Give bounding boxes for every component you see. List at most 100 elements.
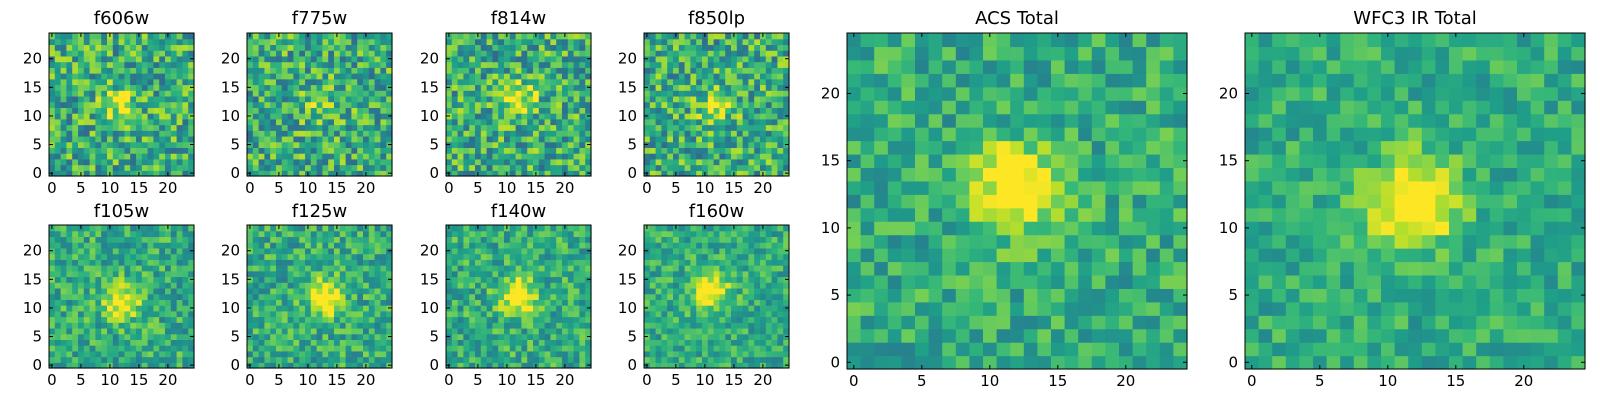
- heatmap-cell: [54, 33, 62, 40]
- heatmap-cell: [486, 287, 493, 295]
- heatmap-cell: [176, 90, 183, 97]
- heatmap-cell: [667, 322, 674, 329]
- heatmap-cell: [305, 356, 312, 363]
- heatmap-cell: [475, 141, 482, 148]
- heatmap-cell: [264, 356, 271, 363]
- heatmap-cell: [667, 170, 674, 177]
- heatmap-cell: [713, 141, 720, 148]
- heatmap-cell: [130, 124, 137, 131]
- heatmap-cell: [310, 339, 318, 346]
- heatmap-cell: [567, 113, 575, 120]
- heatmap-cell: [567, 170, 575, 177]
- heatmap-cell: [72, 141, 79, 148]
- heatmap-cell: [270, 259, 277, 266]
- heatmap-cell: [533, 61, 540, 68]
- heatmap-cell: [141, 124, 149, 131]
- heatmap-cell: [89, 287, 96, 295]
- heatmap-cell: [486, 225, 493, 232]
- heatmap-cell: [281, 236, 289, 243]
- heatmap-cell: [334, 113, 341, 120]
- heatmap-cell: [713, 170, 720, 177]
- heatmap-cell: [118, 276, 125, 283]
- heatmap-cell: [293, 44, 300, 51]
- heatmap-cell: [579, 33, 586, 40]
- heatmap-cell: [165, 158, 172, 166]
- heatmap-cell: [153, 339, 160, 346]
- heatmap-cell: [66, 282, 73, 289]
- heatmap-cell: [258, 356, 265, 363]
- heatmap-cell: [492, 61, 499, 68]
- axes-frame: [246, 224, 393, 369]
- heatmap-cell: [673, 107, 680, 114]
- heatmap-cell: [159, 44, 166, 51]
- heatmap-cell: [351, 90, 358, 97]
- heatmap-cell: [252, 130, 260, 137]
- heatmap-cell: [141, 67, 149, 74]
- heatmap-cell: [368, 270, 376, 278]
- heatmap-cell: [252, 270, 260, 278]
- heatmap-cell: [486, 135, 493, 143]
- heatmap-cell: [124, 333, 131, 340]
- heatmap-cell: [176, 141, 183, 148]
- heatmap-cell: [176, 356, 183, 363]
- heatmap-cell: [89, 316, 96, 323]
- heatmap-cell: [380, 73, 387, 80]
- heatmap-cell: [533, 350, 540, 358]
- heatmap-cell: [673, 84, 680, 91]
- heatmap-cell: [527, 153, 534, 160]
- heatmap-cell: [696, 282, 703, 289]
- heatmap-cell: [89, 84, 96, 91]
- heatmap-cell: [538, 362, 546, 369]
- heatmap-cell: [95, 270, 102, 278]
- heatmap-cell: [702, 61, 709, 68]
- heatmap-cell: [480, 90, 488, 97]
- heatmap-cell: [579, 287, 586, 295]
- heatmap-cell: [713, 95, 720, 103]
- heatmap-cell: [124, 236, 131, 243]
- heatmap-cell: [112, 350, 120, 358]
- heatmap-cell: [345, 113, 352, 120]
- heatmap-cell: [49, 259, 56, 266]
- heatmap-cell: [573, 118, 580, 126]
- heatmap-cell: [351, 78, 358, 86]
- heatmap-cell: [72, 101, 79, 108]
- heatmap-cell: [655, 322, 662, 329]
- heatmap-cell: [112, 362, 120, 369]
- heatmap-cell: [771, 33, 778, 40]
- heatmap-cell: [334, 276, 341, 283]
- heatmap-cell: [567, 147, 575, 154]
- heatmap-cell: [147, 253, 154, 260]
- heatmap-cell: [136, 61, 143, 68]
- heatmap-cell: [322, 293, 329, 300]
- heatmap-cell: [446, 322, 453, 329]
- heatmap-cell: [89, 265, 96, 272]
- heatmap-cell: [649, 44, 657, 51]
- heatmap-cell: [293, 270, 300, 278]
- heatmap-cell: [351, 247, 358, 255]
- heatmap-cell: [783, 107, 790, 114]
- heatmap-cell: [49, 124, 56, 131]
- heatmap-cell: [136, 153, 143, 160]
- heatmap-cell: [136, 118, 143, 126]
- heatmap-cell: [276, 356, 283, 363]
- heatmap-cell: [339, 322, 347, 329]
- heatmap-cell: [141, 362, 149, 369]
- heatmap-cell: [66, 38, 73, 46]
- heatmap-cell: [446, 356, 453, 363]
- heatmap-cell: [469, 282, 476, 289]
- heatmap-cell: [264, 158, 271, 166]
- heatmap-cell: [66, 147, 73, 154]
- heatmap-cell: [771, 282, 778, 289]
- heatmap-cell: [368, 310, 376, 318]
- heatmap-cell: [60, 38, 67, 46]
- heatmap-cell: [299, 153, 306, 160]
- heatmap-cell: [463, 107, 470, 114]
- heatmap-cell: [451, 287, 459, 295]
- heatmap-cell: [153, 95, 160, 103]
- heatmap-cell: [101, 270, 108, 278]
- heatmap-cell: [684, 135, 691, 143]
- heatmap-cell: [713, 164, 720, 171]
- heatmap-cell: [719, 350, 726, 358]
- heatmap-cell: [696, 44, 703, 51]
- heatmap-cell: [702, 113, 709, 120]
